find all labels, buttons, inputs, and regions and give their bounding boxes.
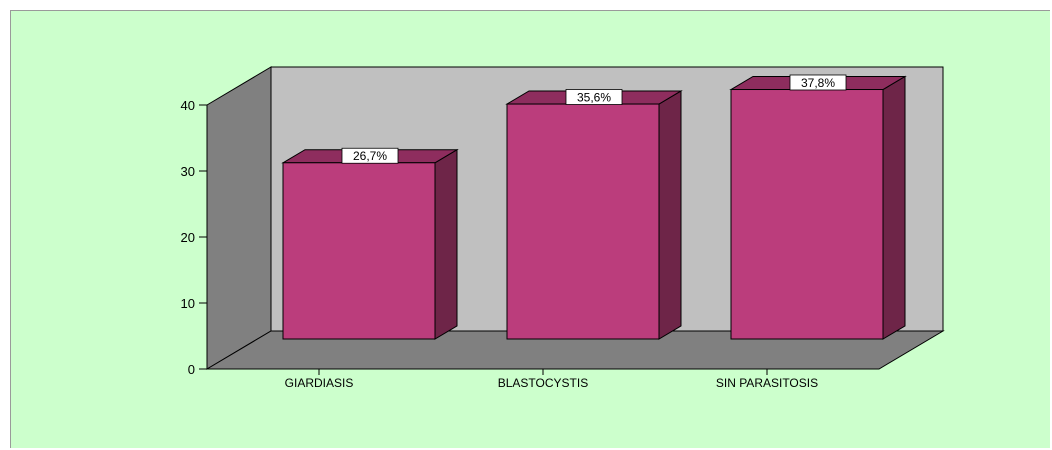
data-label-box xyxy=(341,147,399,164)
y-tick-label: 40 xyxy=(181,98,195,113)
y-tick-label: 10 xyxy=(181,296,195,311)
category-label: GIARDIASIS xyxy=(285,376,354,390)
bar-side xyxy=(658,90,682,340)
category-label: BLASTOCYSTIS xyxy=(498,376,588,390)
bar xyxy=(282,162,436,340)
y-tick-label: 0 xyxy=(188,362,195,377)
data-label: 35,6% xyxy=(577,91,611,105)
bar-side xyxy=(882,75,906,340)
chart-frame: 0 10 20 30 40 26,7% GIARDIASIS 35,6% BLASTOCYSTI… xyxy=(10,10,1050,448)
bar-side xyxy=(434,148,458,340)
data-label-box xyxy=(789,74,847,91)
bar-chart: 0 10 20 30 40 26,7% GIARDIASIS 35,6% BLASTOCYSTI… xyxy=(181,66,945,390)
bar xyxy=(506,103,660,340)
data-label: 37,8% xyxy=(801,76,835,90)
y-tick-label: 20 xyxy=(181,230,195,245)
data-label-box xyxy=(565,89,623,105)
y-tick-label: 30 xyxy=(181,164,195,179)
floor xyxy=(205,330,945,370)
category-label: SIN PARASITOSIS xyxy=(716,376,818,390)
side-wall xyxy=(206,66,272,370)
data-label: 26,7% xyxy=(353,149,387,163)
bar xyxy=(730,89,884,340)
